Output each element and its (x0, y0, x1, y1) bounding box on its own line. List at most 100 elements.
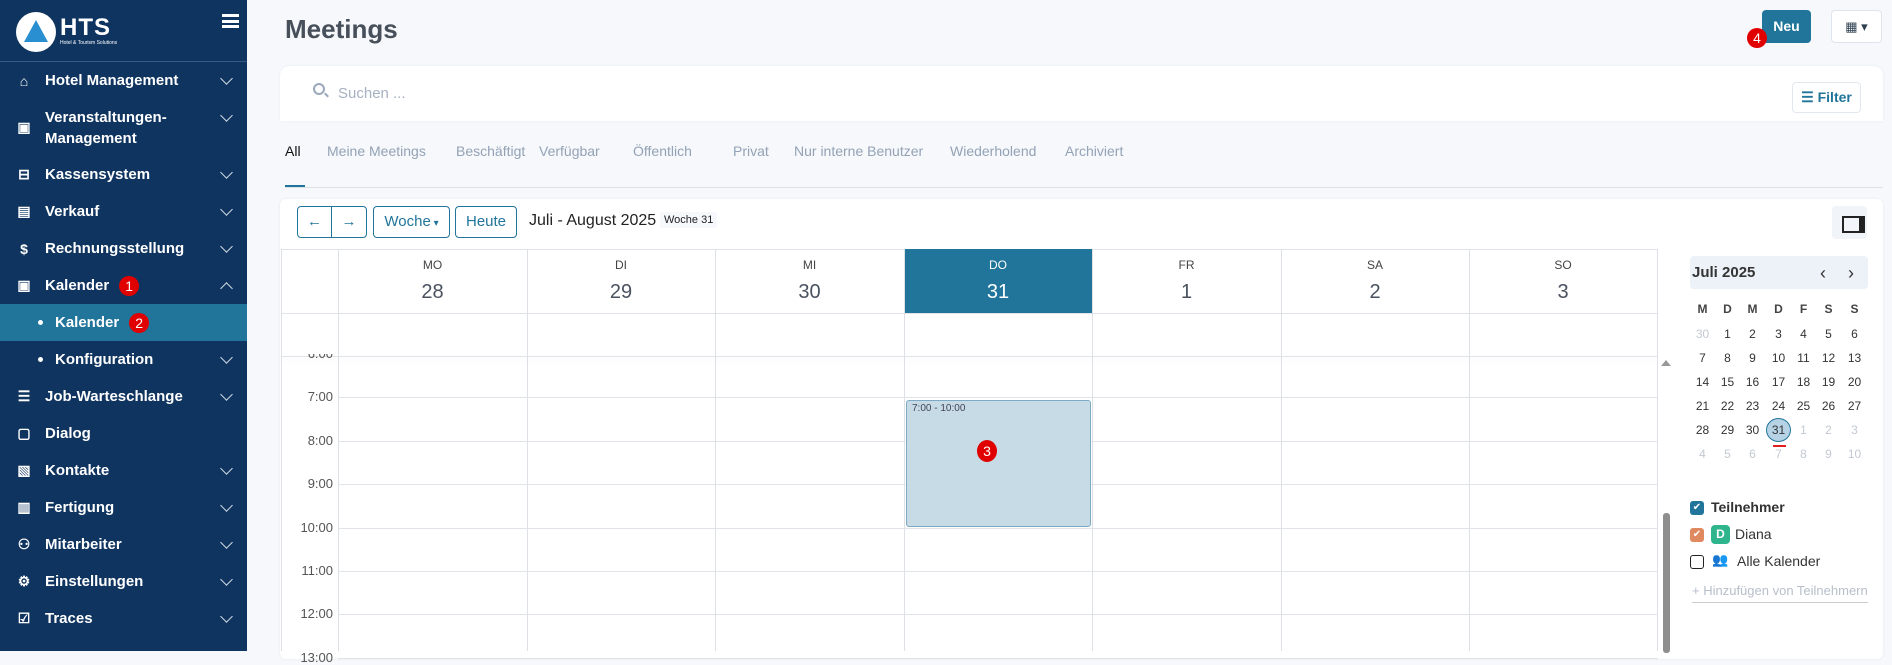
mini-day[interactable]: 8 (1724, 351, 1731, 365)
sidebar-item[interactable]: $ Rechnungsstellung (0, 230, 247, 267)
new-button[interactable]: Neu (1762, 10, 1811, 43)
mini-day[interactable]: 14 (1695, 375, 1710, 389)
chevron-down-icon[interactable] (220, 203, 233, 216)
mini-day[interactable]: 6 (1851, 327, 1858, 341)
mini-day[interactable]: 1 (1800, 423, 1807, 437)
mini-day[interactable]: 16 (1745, 375, 1760, 389)
scroll-up-arrow[interactable] (1661, 360, 1671, 366)
mini-day[interactable]: 9 (1825, 447, 1832, 461)
toggle-sidepanel-button[interactable] (1832, 206, 1867, 239)
day-number[interactable]: 31 (986, 281, 1010, 303)
mini-day[interactable]: 19 (1821, 375, 1836, 389)
all-calendars-checkbox[interactable] (1690, 555, 1704, 569)
tab-meine-meetings[interactable]: Meine Meetings (327, 143, 426, 159)
teilnehmer-checkbox[interactable]: ✔ (1690, 501, 1704, 515)
mini-day[interactable]: 13 (1847, 351, 1862, 365)
mini-day[interactable]: 22 (1720, 399, 1735, 413)
chevron-up-icon[interactable] (220, 282, 233, 295)
sidebar-item[interactable]: ⌂ Hotel Management (0, 62, 247, 99)
chevron-left-icon[interactable]: ‹ (1820, 263, 1826, 283)
calendar-event[interactable]: 7:00 - 10:00 (906, 400, 1091, 527)
next-week-button[interactable]: → (331, 206, 367, 238)
day-number[interactable]: 30 (798, 281, 821, 303)
day-number[interactable]: 29 (609, 281, 633, 303)
sidebar-item[interactable]: ⚇ Mitarbeiter (0, 526, 247, 563)
tab-öffentlich[interactable]: Öffentlich (633, 143, 692, 159)
prev-week-button[interactable]: ← (297, 206, 332, 238)
chevron-down-icon[interactable] (220, 166, 233, 179)
sidebar-item[interactable]: ▢ Dialog (0, 415, 247, 452)
mini-day[interactable]: 3 (1775, 327, 1782, 341)
hamburger-menu-icon[interactable] (222, 14, 239, 28)
mini-day[interactable]: 20 (1847, 375, 1862, 389)
sidebar-item[interactable]: ▥ Fertigung (0, 489, 247, 526)
mini-day[interactable]: 28 (1695, 423, 1710, 437)
day-number[interactable]: 1 (1180, 281, 1193, 303)
chevron-down-icon[interactable] (220, 462, 233, 475)
sidebar-item[interactable]: ▣ Kalender 1 (0, 267, 247, 304)
diana-checkbox[interactable]: ✔ (1690, 528, 1704, 542)
chevron-down-icon[interactable] (220, 72, 233, 85)
chevron-down-icon[interactable] (220, 573, 233, 586)
mini-day[interactable]: 5 (1825, 327, 1832, 341)
tab-all[interactable]: All (285, 143, 305, 187)
mini-day-today[interactable]: 31 (1766, 418, 1791, 447)
mini-day[interactable]: 30 (1695, 327, 1710, 341)
today-button[interactable]: Heute (455, 206, 517, 238)
mini-day[interactable]: 11 (1797, 351, 1810, 365)
mini-day[interactable]: 10 (1847, 447, 1862, 461)
sidebar-item[interactable]: Kalender 2 (0, 304, 247, 341)
chevron-right-icon[interactable]: › (1848, 263, 1854, 283)
tab-privat[interactable]: Privat (733, 143, 769, 159)
mini-day[interactable]: 30 (1745, 423, 1760, 437)
sidebar-item[interactable]: ▤ Verkauf (0, 193, 247, 230)
sidebar-item[interactable]: Konfiguration (0, 341, 247, 378)
mini-day[interactable]: 18 (1796, 375, 1811, 389)
chevron-down-icon[interactable] (220, 536, 233, 549)
filter-button[interactable]: ☰ Filter (1792, 82, 1861, 113)
calendar-view-dropdown[interactable]: ▦ ▾ (1831, 10, 1882, 43)
tab-nur-interne-benutzer[interactable]: Nur interne Benutzer (794, 143, 924, 159)
mini-day[interactable]: 2 (1749, 327, 1756, 341)
sidebar-item[interactable]: ☰ Job-Warteschlange (0, 378, 247, 415)
mini-day[interactable]: 5 (1724, 447, 1731, 461)
sidebar-item[interactable]: ⚙ Einstellungen (0, 563, 247, 600)
add-participant-input[interactable]: + Hinzufügen von Teilnehmern (1692, 583, 1868, 603)
mini-day[interactable]: 17 (1771, 375, 1786, 389)
mini-day[interactable]: 10 (1771, 351, 1786, 365)
mini-day[interactable]: 26 (1821, 399, 1836, 413)
view-dropdown[interactable]: Woche ▾ (373, 206, 450, 238)
mini-day[interactable]: 29 (1720, 423, 1735, 437)
search-input[interactable] (338, 80, 1438, 106)
mini-day[interactable]: 23 (1745, 399, 1760, 413)
mini-day[interactable]: 2 (1825, 423, 1832, 437)
scrollbar[interactable] (1663, 513, 1670, 653)
sidebar-item[interactable]: ⊟ Kassensystem (0, 156, 247, 193)
sidebar-item[interactable]: ☑ Traces (0, 600, 247, 637)
tab-verfügbar[interactable]: Verfügbar (539, 143, 600, 159)
chevron-down-icon[interactable] (220, 610, 233, 623)
mini-day[interactable]: 21 (1695, 399, 1710, 413)
mini-day[interactable]: 8 (1800, 447, 1807, 461)
mini-day[interactable]: 9 (1749, 351, 1756, 365)
tab-beschäftigt[interactable]: Beschäftigt (456, 143, 526, 159)
sidebar-item[interactable]: ▧ Kontakte (0, 452, 247, 489)
mini-day[interactable]: 12 (1821, 351, 1836, 365)
mini-day[interactable]: 25 (1796, 399, 1811, 413)
chevron-down-icon[interactable] (220, 109, 233, 122)
day-number[interactable]: 3 (1557, 281, 1569, 303)
chevron-down-icon[interactable] (220, 499, 233, 512)
tab-archiviert[interactable]: Archiviert (1065, 143, 1124, 159)
sidebar-item[interactable]: ▣ Veranstaltungen- Management (0, 99, 247, 156)
mini-day[interactable]: 3 (1851, 423, 1858, 437)
tab-wiederholend[interactable]: Wiederholend (950, 143, 1037, 159)
mini-day[interactable]: 15 (1720, 375, 1735, 389)
mini-day[interactable]: 4 (1699, 447, 1706, 461)
mini-day[interactable]: 7 (1775, 447, 1782, 461)
mini-day[interactable]: 4 (1800, 327, 1807, 341)
mini-day[interactable]: 24 (1771, 399, 1786, 413)
day-number[interactable]: 2 (1369, 281, 1381, 303)
mini-day[interactable]: 6 (1749, 447, 1756, 461)
mini-day[interactable]: 7 (1699, 351, 1706, 365)
mini-day[interactable]: 1 (1724, 327, 1731, 341)
